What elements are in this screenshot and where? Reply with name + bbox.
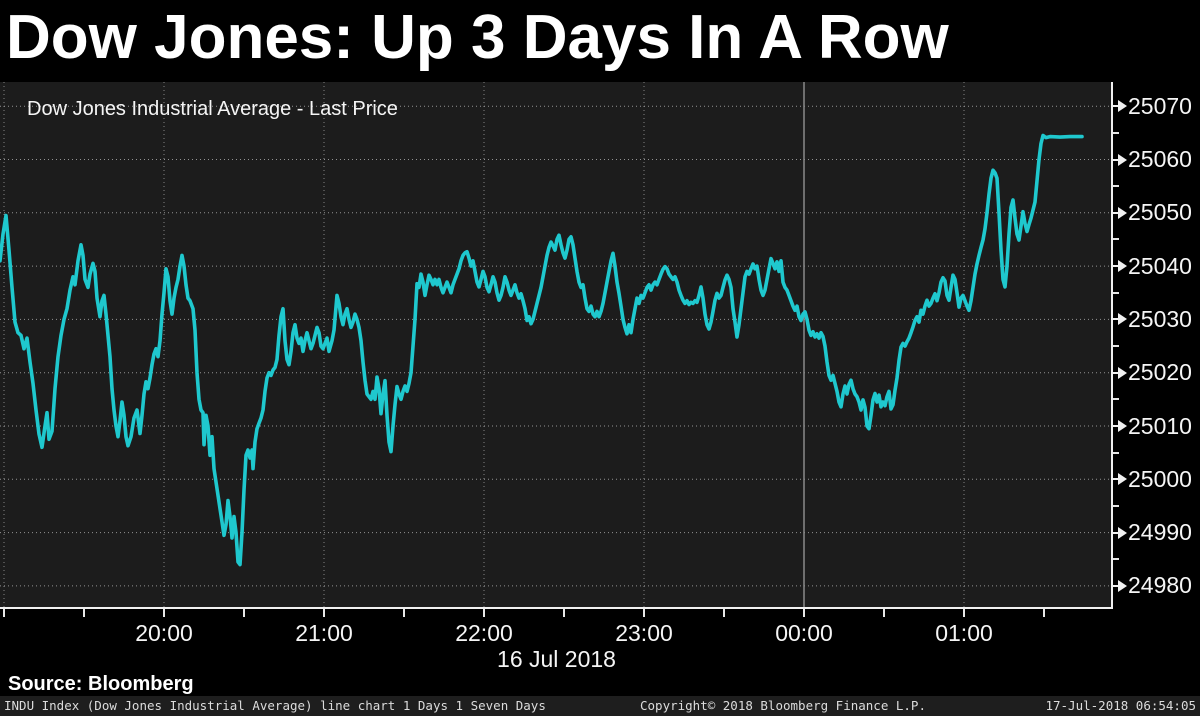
source-line: Source: Bloomberg (0, 672, 1200, 696)
y-tick-label: 25050 (1113, 199, 1192, 226)
chart-area[interactable]: Dow Jones Industrial Average - Last Pric… (0, 78, 1200, 672)
y-tick-label: 25070 (1113, 93, 1192, 119)
y-tick-arrow-icon (1118, 420, 1127, 432)
x-tick-mark (3, 609, 5, 617)
legend-label: Dow Jones Industrial Average - Last Pric… (27, 98, 398, 120)
x-tick-mark (323, 609, 325, 617)
x-tick-label: 01:00 (935, 620, 993, 646)
y-minor-tick (1113, 291, 1119, 294)
legend-marker-icon (9, 105, 20, 116)
plot-background (0, 82, 1113, 609)
y-minor-tick (1113, 185, 1119, 188)
y-minor-tick (1113, 238, 1119, 241)
x-tick-mark (883, 609, 885, 617)
x-tick-label: 23:00 (615, 620, 673, 646)
y-minor-tick (1113, 398, 1119, 401)
x-tick-mark (963, 609, 965, 617)
x-tick-label: 00:00 (775, 620, 833, 646)
x-tick-mark (723, 609, 725, 617)
y-tick-mark (1113, 584, 1118, 587)
x-tick-mark (483, 609, 485, 617)
y-tick-arrow-icon (1118, 366, 1127, 379)
y-tick-label: 24980 (1113, 572, 1192, 599)
y-tick-label: 25010 (1113, 413, 1192, 439)
status-copyright-text: Copyright© 2018 Bloomberg Finance L.P. (640, 698, 926, 713)
y-tick-value: 25060 (1128, 146, 1192, 172)
y-minor-tick (1113, 345, 1119, 348)
x-tick-mark (803, 609, 805, 617)
y-tick-arrow-icon (1118, 206, 1127, 219)
x-tick-mark (643, 609, 645, 617)
x-tick-mark (563, 609, 565, 617)
y-tick-label: 25060 (1113, 146, 1192, 173)
y-tick-mark (1113, 371, 1118, 374)
x-tick-mark (83, 609, 85, 617)
x-tick-mark (403, 609, 405, 617)
y-tick-mark (1113, 318, 1118, 321)
y-tick-mark (1113, 531, 1118, 534)
y-tick-value: 24990 (1128, 519, 1192, 546)
y-tick-value: 25000 (1128, 465, 1192, 492)
status-left-text: INDU Index (Dow Jones Industrial Average… (4, 698, 546, 713)
y-tick-value: 25030 (1128, 305, 1192, 332)
y-tick-arrow-icon (1118, 153, 1127, 166)
y-tick-arrow-icon (1118, 260, 1127, 273)
y-tick-mark (1113, 158, 1118, 161)
y-tick-mark (1113, 105, 1118, 108)
y-tick-arrow-icon (1118, 579, 1127, 592)
y-tick-label: 25000 (1113, 466, 1192, 492)
y-tick-label: 25040 (1113, 253, 1192, 279)
y-minor-tick (1113, 558, 1119, 561)
y-tick-arrow-icon (1118, 473, 1127, 486)
y-tick-mark (1113, 478, 1118, 481)
page-title: Dow Jones: Up 3 Days In A Row (6, 3, 949, 72)
y-minor-tick (1113, 451, 1119, 454)
x-tick-mark (1043, 609, 1045, 617)
y-tick-value: 25040 (1128, 252, 1192, 279)
y-tick-arrow-icon (1118, 526, 1127, 539)
price-line-plot (0, 82, 1113, 609)
y-tick-label: 24990 (1113, 519, 1192, 546)
x-tick-label: 20:00 (135, 620, 193, 646)
y-tick-value: 25070 (1128, 92, 1192, 119)
y-tick-label: 25030 (1113, 306, 1192, 332)
y-minor-tick (1113, 504, 1119, 507)
y-tick-value: 24980 (1128, 572, 1192, 599)
x-tick-mark (163, 609, 165, 617)
x-tick-label: 22:00 (455, 620, 513, 646)
y-tick-label: 25020 (1113, 359, 1192, 386)
y-tick-mark (1113, 211, 1118, 214)
x-tick-label: 21:00 (295, 620, 353, 646)
x-axis-date-label: 16 Jul 2018 (497, 646, 616, 672)
x-tick-mark (243, 609, 245, 617)
y-tick-arrow-icon (1118, 313, 1127, 326)
y-tick-value: 25010 (1128, 412, 1192, 439)
y-tick-value: 25050 (1128, 199, 1192, 226)
y-tick-value: 25020 (1128, 359, 1192, 386)
status-timestamp: 17-Jul-2018 06:54:05 (1045, 698, 1196, 713)
y-tick-mark (1113, 425, 1118, 427)
y-tick-arrow-icon (1118, 100, 1127, 113)
y-minor-tick (1113, 131, 1119, 134)
status-bar: INDU Index (Dow Jones Industrial Average… (0, 696, 1200, 716)
y-tick-mark (1113, 265, 1118, 268)
legend: Dow Jones Industrial Average - Last Pric… (9, 98, 398, 121)
